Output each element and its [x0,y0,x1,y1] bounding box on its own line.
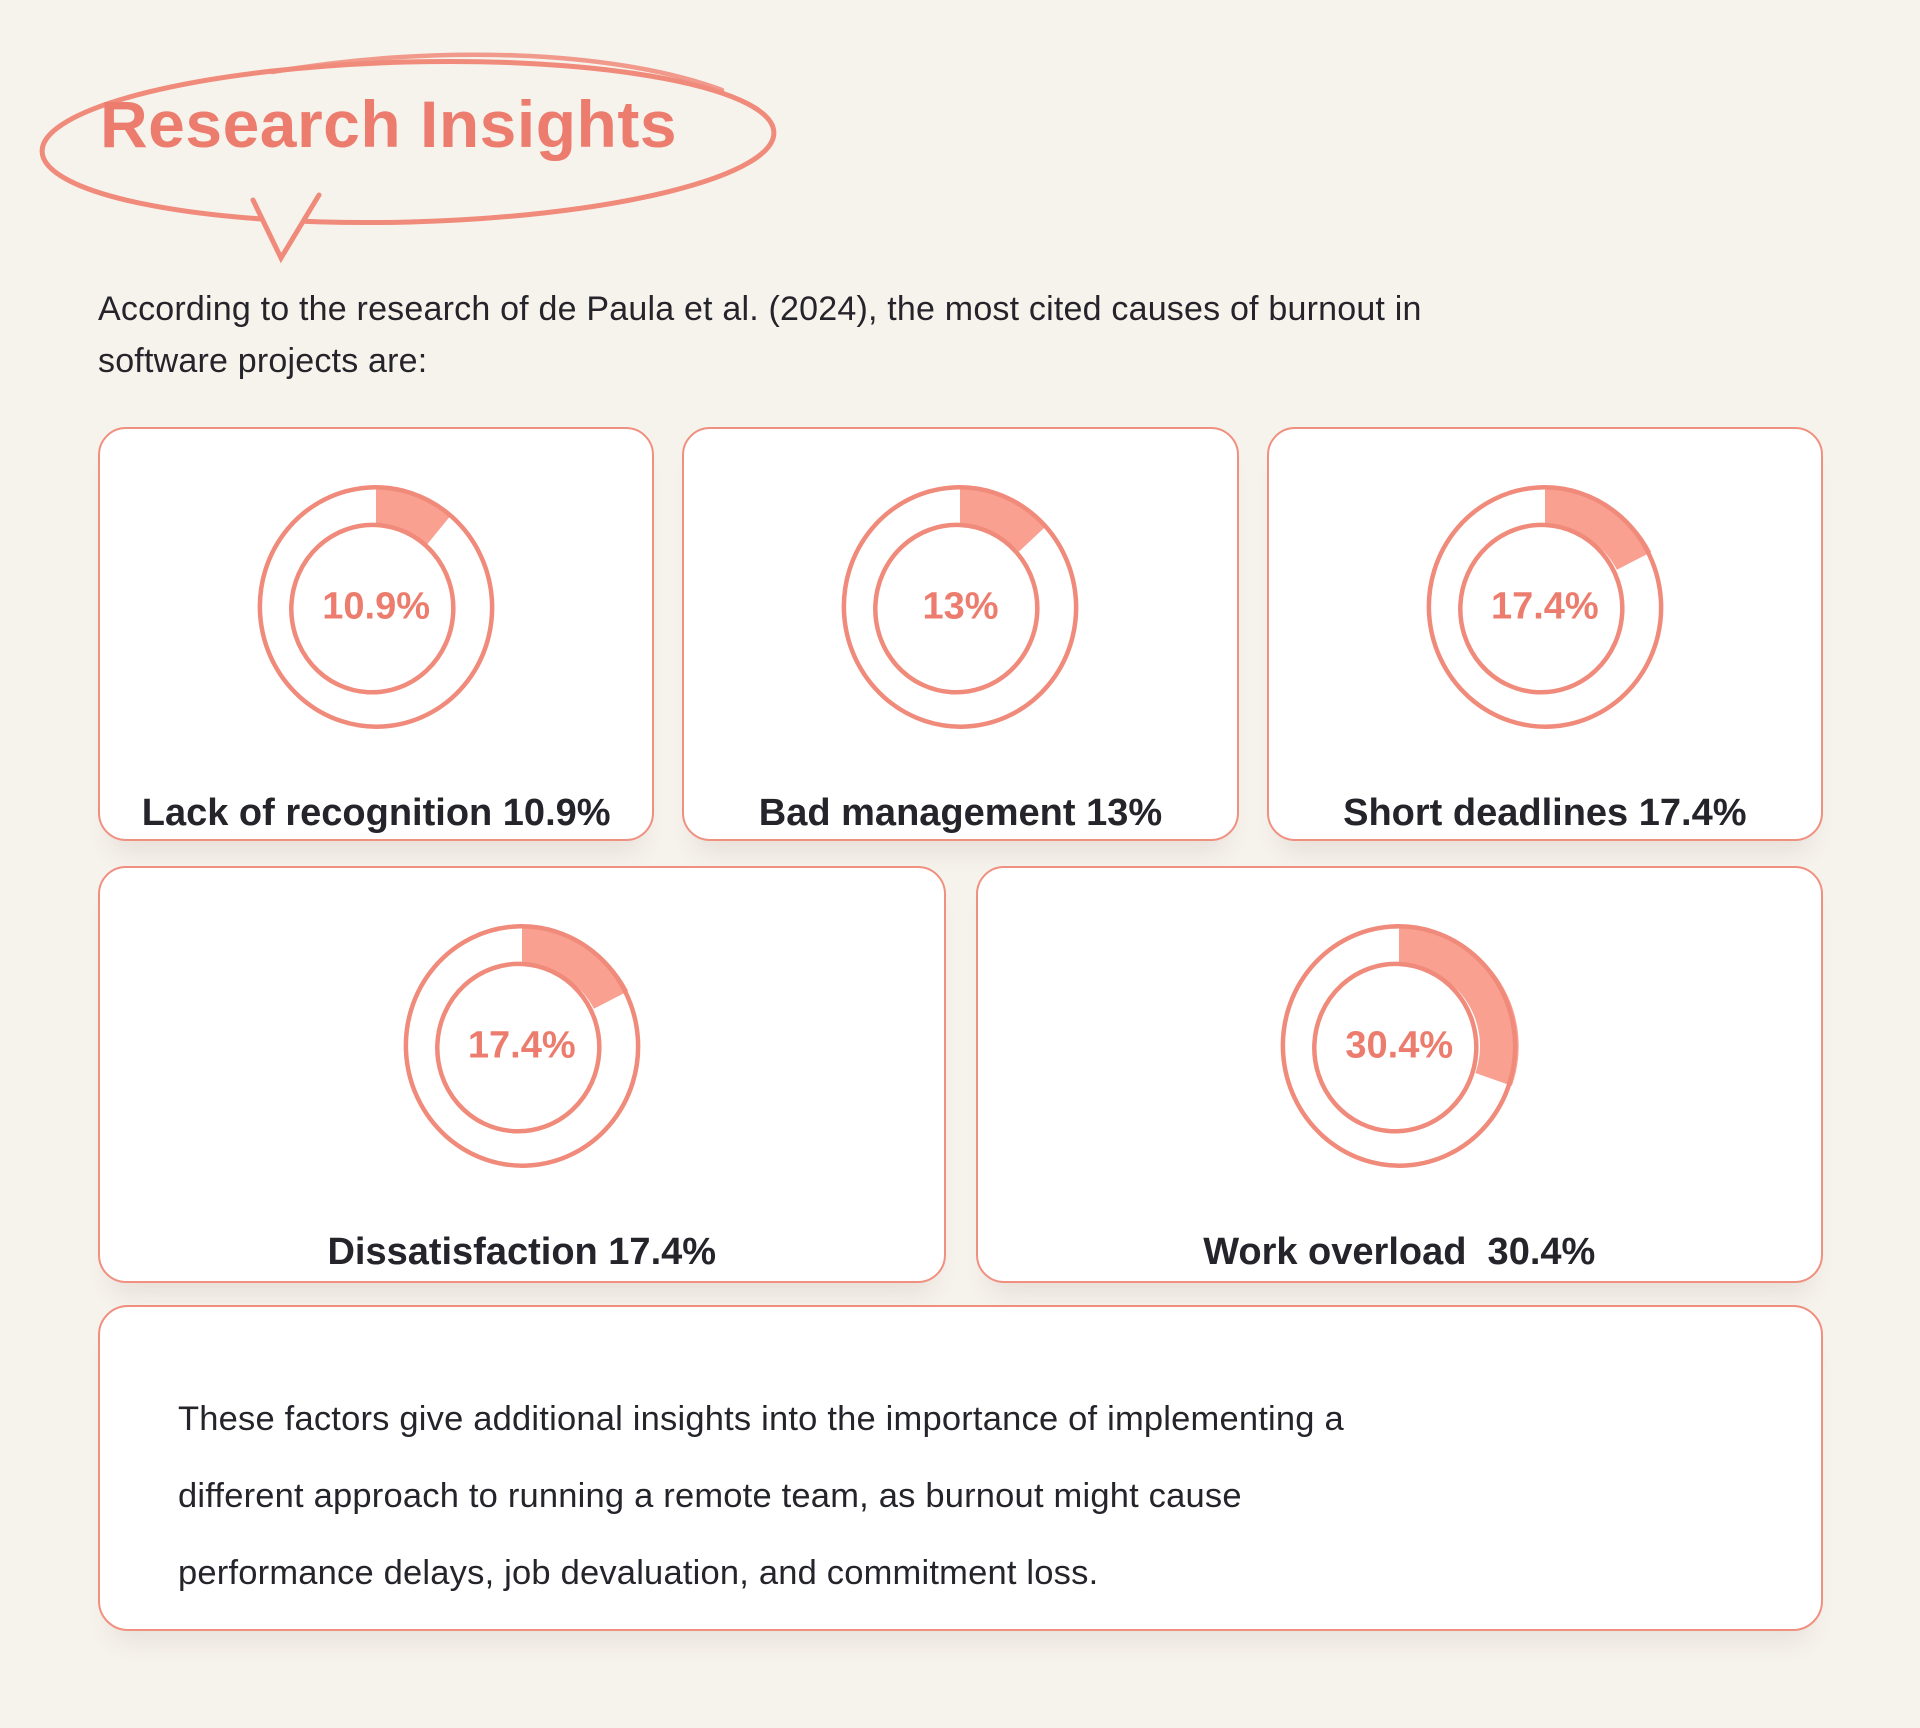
card-label: Dissatisfaction 17.4% [327,1231,717,1273]
card-label: Work overload 30.4% [1203,1231,1596,1273]
card-label: Short deadlines 17.4% [1343,792,1747,834]
stat-card-short-deadlines: 17.4% Short deadlines 17.4% [1266,427,1823,841]
stat-card-dissatisfaction: 17.4% Dissatisfaction 17.4% [98,866,946,1283]
donut-chart: 10.9% [241,472,511,742]
stat-card-lack-of-recognition: 10.9% Lack of recognition 10.9% [98,427,655,841]
donut-inner-ring [873,522,1041,695]
donut-chart: 17.4% [1410,472,1680,742]
donut-wedge [1399,926,1519,1086]
note-line: different approach to running a remote t… [178,1477,1242,1515]
donut-inner-ring [434,961,602,1134]
header: Research Insights [0,0,1920,283]
donut-wedge [376,487,452,545]
note-line: performance delays, job devaluation, and… [178,1554,1099,1592]
donut-outer-ring [403,924,641,1168]
donut-chart: 30.4% [1264,911,1534,1181]
donut-chart: 13% [825,472,1095,742]
speech-bubble-tail [254,194,318,258]
speech-bubble-icon [39,52,777,264]
donut-wedge [960,487,1048,552]
stat-card-row-2: 17.4% Dissatisfaction 17.4% 30.4% Work o… [98,866,1823,1283]
stat-card-bad-management: 13% Bad management 13% [682,427,1239,841]
stat-card-work-overload: 30.4% Work overload 30.4% [975,866,1823,1283]
donut-inner-ring [289,522,456,695]
content: According to the research of de Paula et… [98,283,1823,1631]
intro-paragraph: According to the research of de Paula et… [98,283,1823,387]
donut-value: 17.4% [1490,585,1599,628]
donut-inner-ring [1312,961,1479,1134]
note-line: These factors give additional insights i… [178,1400,1344,1438]
donut-wedge [1544,487,1652,570]
donut-outer-ring [1426,485,1664,729]
intro-line: software projects are: [98,342,428,380]
donut-value: 17.4% [467,1024,576,1067]
donut-value: 30.4% [1345,1024,1454,1067]
donut-outer-ring [842,485,1079,729]
card-label: Bad management 13% [758,792,1163,834]
donut-outer-ring [257,485,495,729]
card-label: Lack of recognition 10.9% [141,792,611,834]
donut-wedge [521,926,629,1009]
intro-line: According to the research of de Paula et… [98,290,1422,328]
donut-value: 13% [922,585,999,628]
summary-note: These factors give additional insights i… [98,1305,1823,1631]
donut-outer-ring [1280,924,1518,1168]
donut-value: 10.9% [322,585,431,628]
stat-card-row-1: 10.9% Lack of recognition 10.9% 13% Bad … [98,427,1823,841]
page-title: Research Insights [100,87,678,161]
donut-chart: 17.4% [387,911,657,1181]
donut-inner-ring [1457,522,1625,695]
